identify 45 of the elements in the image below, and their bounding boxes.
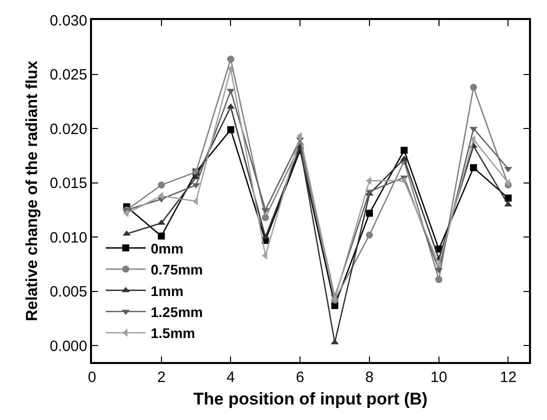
y-axis-title: Relative change of the radiant flux	[24, 60, 42, 322]
point	[226, 88, 235, 94]
x-tick-label: 10	[430, 368, 448, 386]
point	[262, 252, 268, 260]
point	[366, 210, 373, 217]
y-tick-label: 0.000	[50, 338, 88, 355]
point	[434, 268, 443, 274]
y-tick-label: 0.005	[50, 284, 88, 301]
y-tick-label: 0.025	[50, 66, 88, 84]
point	[435, 276, 442, 283]
point	[158, 192, 164, 200]
point	[227, 126, 234, 134]
point	[226, 103, 235, 109]
point	[262, 214, 269, 222]
point	[330, 338, 339, 344]
legend-label: 1.5mm	[150, 325, 196, 342]
legend-label: 1mm	[150, 282, 184, 299]
point	[158, 182, 165, 189]
y-tick-label: 0.020	[50, 120, 88, 138]
point	[366, 231, 373, 238]
x-tick-label: 0	[88, 368, 96, 386]
point	[435, 260, 441, 268]
point	[122, 230, 131, 236]
point	[470, 84, 478, 91]
point	[158, 232, 165, 240]
legend-label: 0mm	[150, 240, 184, 256]
point	[470, 164, 478, 172]
y-tick-label: 0.030	[50, 12, 88, 30]
x-tick-label: 2	[157, 368, 166, 386]
point	[504, 166, 512, 172]
x-tick-label: 8	[365, 368, 374, 386]
point	[227, 56, 234, 63]
legend-label: 0.75mm	[150, 262, 203, 278]
x-axis-title: The position of input port (B)	[193, 390, 428, 409]
x-tick-label: 6	[296, 368, 304, 386]
point	[366, 176, 372, 185]
x-tick-label: 4	[226, 368, 235, 386]
x-tick-label: 12	[500, 368, 517, 386]
y-tick-label: 0.010	[50, 229, 88, 246]
point	[192, 183, 200, 189]
legend-label: 1.25mm	[150, 304, 203, 320]
y-tick-label: 0.015	[50, 175, 88, 192]
point	[504, 194, 512, 202]
point	[400, 146, 408, 154]
point	[400, 155, 408, 161]
